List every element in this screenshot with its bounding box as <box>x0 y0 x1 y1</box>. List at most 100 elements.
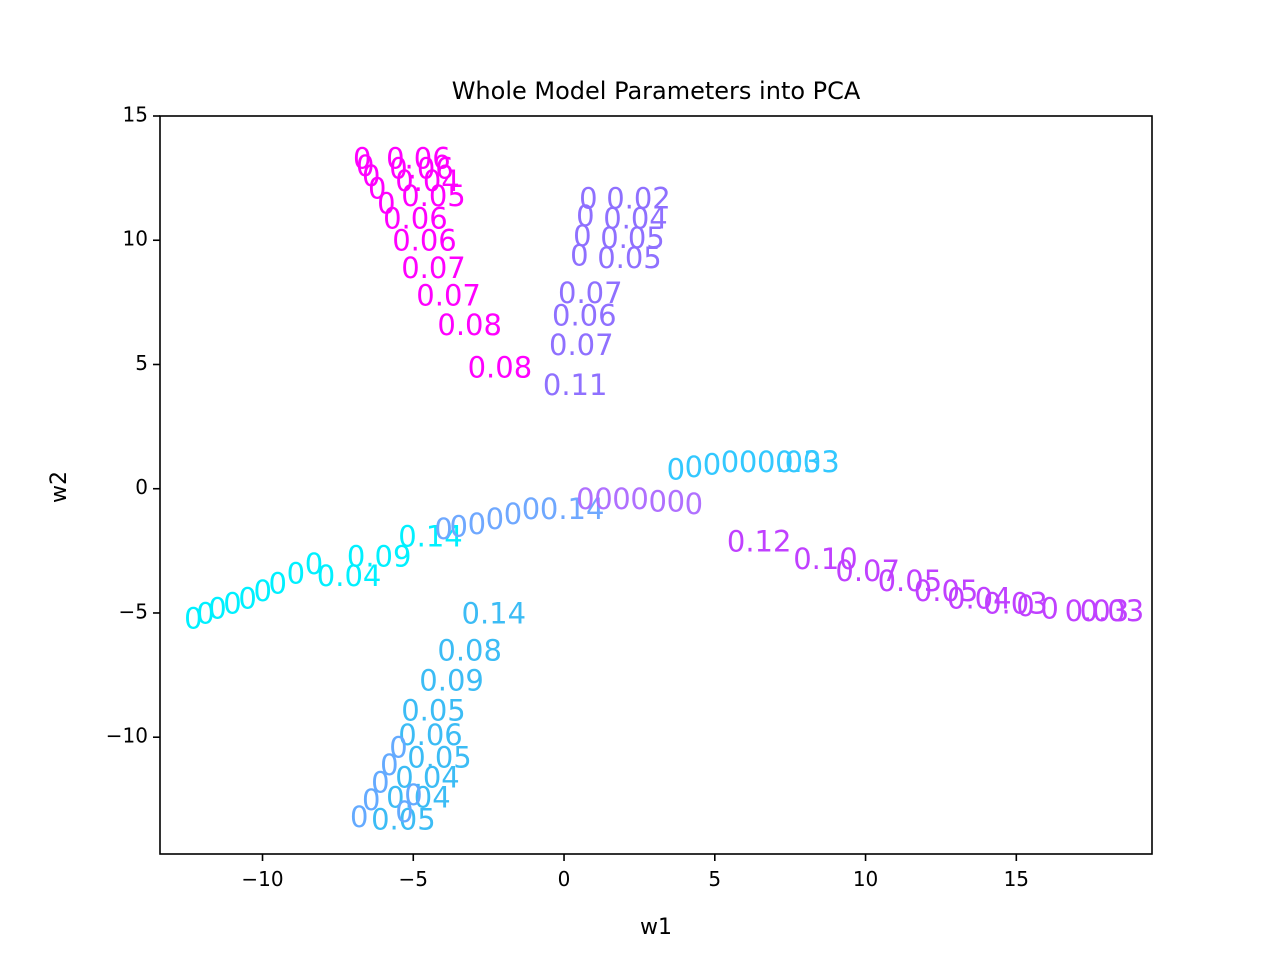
plot-area: 000000.060.060.040.050.060.060.070.070.0… <box>184 142 1144 837</box>
point-label: 0 <box>685 450 703 484</box>
point-label: 0.04 <box>386 780 451 814</box>
point-label: 0 <box>573 219 591 253</box>
point-label: 0.09 <box>419 664 484 698</box>
point-label: 0.07 <box>835 554 900 588</box>
plot-frame <box>159 115 1153 855</box>
point-label: 0.03 <box>1065 594 1130 628</box>
point-label: 0.08 <box>437 308 502 342</box>
point-label: 0.06 <box>398 718 463 752</box>
y-axis-title: w2 <box>47 471 72 503</box>
point-label: 0 <box>685 487 703 521</box>
point-label: 0.06 <box>386 142 451 176</box>
point-label: 0.14 <box>462 597 527 631</box>
point-label: 0.06 <box>383 201 448 235</box>
point-label: 0 <box>208 592 226 626</box>
point-label: 0 <box>1040 592 1058 626</box>
point-label: 0.03 <box>757 445 822 479</box>
point-label: 0 <box>380 748 398 782</box>
point-label: 0 <box>356 149 374 183</box>
x-tick-label: 5 <box>708 867 721 891</box>
point-label: 0 <box>739 445 757 479</box>
y-tick-label: −5 <box>119 599 148 623</box>
point-label: 0.12 <box>727 524 792 558</box>
point-label: 0 <box>395 795 413 829</box>
point-label: 0.02 <box>606 182 671 216</box>
x-axis: −10 −5 0 5 10 15 <box>241 854 1029 891</box>
point-label: 0.05 <box>914 574 979 608</box>
point-label: 0 <box>389 731 407 765</box>
point-label: 0 <box>184 601 202 635</box>
point-label: 0.05 <box>597 241 662 275</box>
point-label: 0.10 <box>793 542 858 576</box>
point-label: 0.04 <box>603 201 668 235</box>
point-label: 0 <box>368 172 386 206</box>
point-label: 0.04 <box>317 559 382 593</box>
point-label: 0 <box>434 512 452 546</box>
point-label: 0 <box>630 482 648 516</box>
chart-title: Whole Model Parameters into PCA <box>452 77 861 105</box>
y-tick-label: 15 <box>123 103 148 127</box>
point-label: 0.04 <box>395 164 460 198</box>
point-label: 0 <box>468 507 486 541</box>
point-label: 0 <box>612 482 630 516</box>
point-label: 0 <box>594 482 612 516</box>
y-tick-label: −10 <box>106 724 148 748</box>
point-label: 0 <box>305 547 323 581</box>
y-axis: −10 −5 0 5 10 15 <box>106 103 160 748</box>
point-label: 0.06 <box>552 298 617 332</box>
point-label: 0.08 <box>468 351 533 385</box>
point-label: 0.07 <box>416 278 481 312</box>
point-label: 0.14 <box>540 492 605 526</box>
point-label: 0.05 <box>401 179 466 213</box>
point-label: 0 <box>377 187 395 221</box>
point-label: 0 <box>254 574 272 608</box>
point-label: 0 <box>371 765 389 799</box>
point-label: 0 <box>486 502 504 536</box>
point-label: 0.07 <box>401 251 466 285</box>
point-label: 0 <box>1016 589 1034 623</box>
point-label: 0 <box>362 783 380 817</box>
point-label: 0 <box>269 567 287 601</box>
point-label: 0 <box>667 485 685 519</box>
point-label: 0.05 <box>371 803 436 837</box>
point-label: 0 <box>649 485 667 519</box>
point-label: 0.05 <box>407 741 472 775</box>
point-label: 0.11 <box>543 368 608 402</box>
point-label: 0 <box>353 142 371 176</box>
point-label: 0 <box>721 445 739 479</box>
x-tick-label: 15 <box>1004 867 1029 891</box>
point-label: 0 <box>238 582 256 616</box>
point-label: 0.14 <box>398 519 463 553</box>
y-tick-label: 5 <box>135 351 148 375</box>
point-label: 0.06 <box>392 224 457 258</box>
y-tick-label: 10 <box>123 227 148 251</box>
point-label: 0 <box>350 800 368 834</box>
point-label: 0 <box>504 497 522 531</box>
point-label: 0.05 <box>878 564 943 598</box>
point-label: 0.06 <box>389 152 454 186</box>
x-tick-label: 0 <box>558 867 571 891</box>
x-tick-label: −5 <box>399 867 428 891</box>
point-label: 0 <box>570 239 588 273</box>
point-label: 0 <box>576 482 594 516</box>
point-label: 0 <box>667 452 685 486</box>
point-label: 0.04 <box>947 582 1012 616</box>
point-label: 0.07 <box>549 328 614 362</box>
point-label: 0.07 <box>558 276 623 310</box>
point-label: 0.08 <box>437 634 502 668</box>
point-label: 0.05 <box>600 221 665 255</box>
point-label: 0 <box>450 510 468 544</box>
point-label: 0 <box>522 492 540 526</box>
x-tick-label: −10 <box>241 867 283 891</box>
point-label: 0 <box>703 447 721 481</box>
point-label: 0 <box>196 597 214 631</box>
point-label: 0.05 <box>401 693 466 727</box>
point-label: 0 <box>579 182 597 216</box>
point-label: 0.03 <box>775 445 840 479</box>
point-label: 0 <box>362 159 380 193</box>
y-tick-label: 0 <box>135 475 148 499</box>
x-tick-label: 10 <box>853 867 878 891</box>
point-label: 0.03 <box>1080 594 1145 628</box>
